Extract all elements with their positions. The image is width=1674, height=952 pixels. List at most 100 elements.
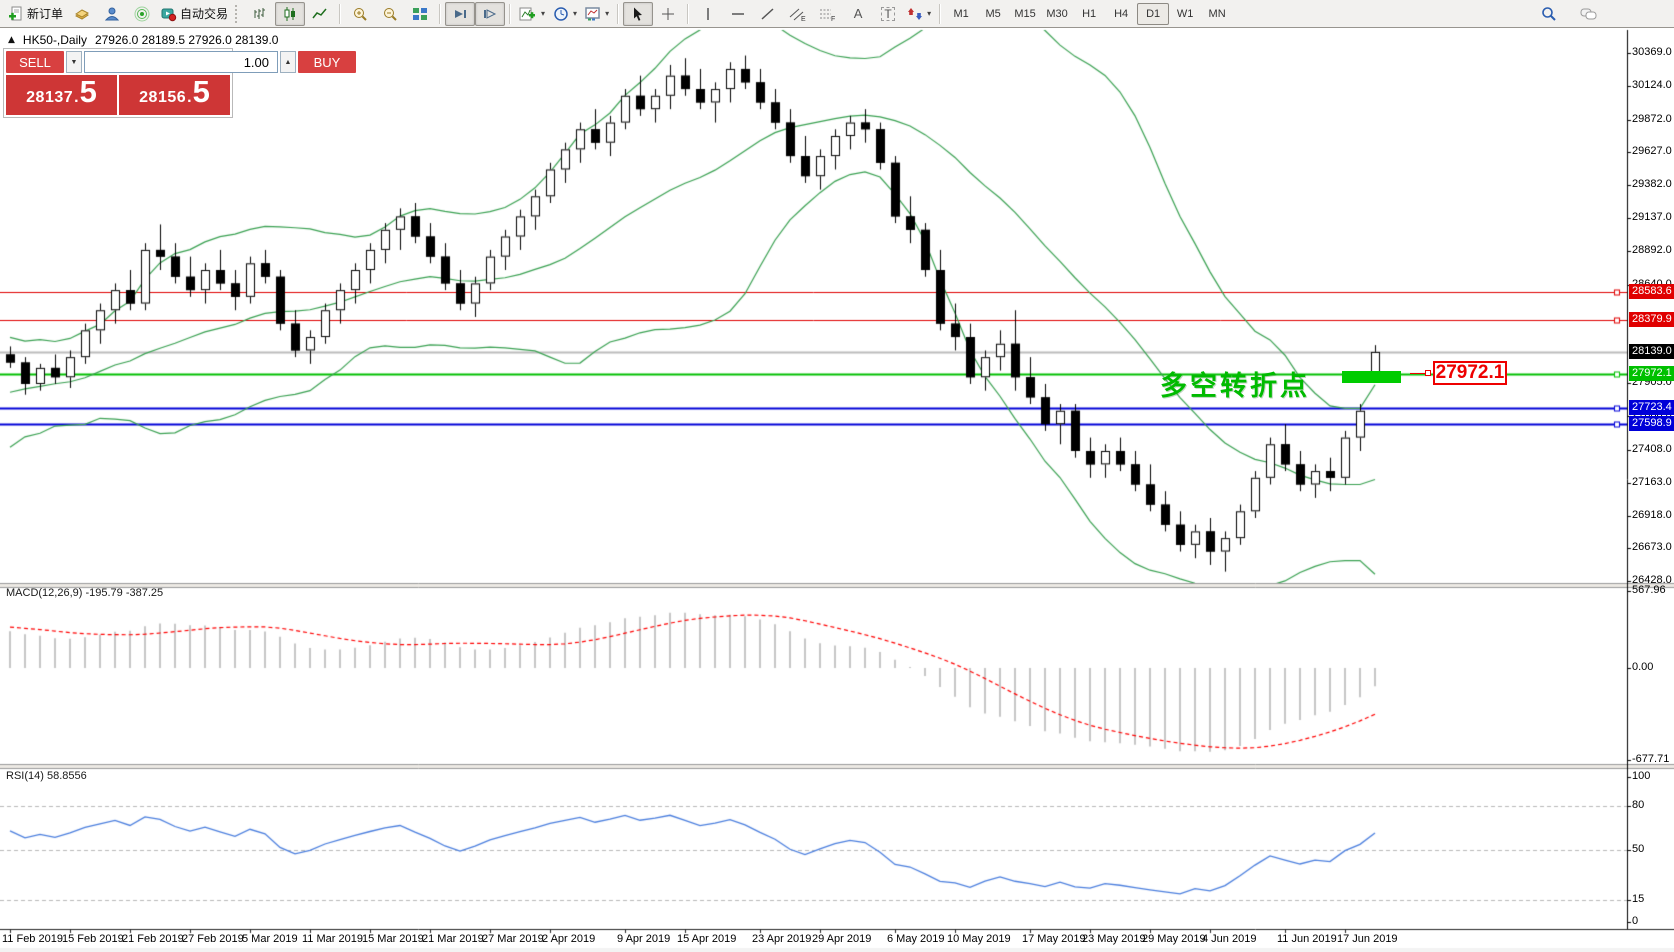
- timeframe-m5-button[interactable]: M5: [985, 7, 1001, 20]
- periods-button[interactable]: ▾: [549, 2, 581, 26]
- autotrading-label: 自动交易: [180, 7, 229, 21]
- volume-decrease-button[interactable]: ▼: [66, 51, 82, 73]
- price-callout-box[interactable]: 27972.1: [1433, 361, 1507, 385]
- chat-bubbles-icon: [1580, 6, 1598, 22]
- buy-price[interactable]: 28156. 5: [119, 75, 230, 115]
- gold-profile-icon: [74, 6, 90, 22]
- search-icon: [1541, 6, 1557, 22]
- cursor-arrow-icon: [630, 6, 646, 22]
- crosshair-icon: [660, 6, 676, 22]
- dropdown-caret-icon: ▾: [605, 9, 610, 18]
- buy-price-frac: 5: [192, 74, 210, 109]
- trendline-icon: [760, 6, 776, 22]
- candlestick-chart-icon: [282, 6, 298, 22]
- chat-button[interactable]: [1574, 2, 1604, 26]
- market-watch-button[interactable]: [97, 2, 127, 26]
- profile-person-icon: [104, 6, 120, 22]
- new-order-button[interactable]: 新订单: [4, 2, 67, 26]
- cursor-button[interactable]: [623, 1, 654, 26]
- sell-price-int: 28137: [26, 89, 74, 106]
- line-chart-icon: [312, 6, 328, 22]
- sonar-icon: [134, 6, 150, 22]
- one-click-trading-panel: SELL ▼ ▲ BUY 28137.5 28156.5: [3, 48, 356, 118]
- toolbar-grip: [235, 4, 242, 23]
- horizontal-line-icon: [730, 6, 746, 22]
- timeframe-toolbar: M1 M5 M15 M30 H1 H4 D1 W1 MN: [945, 2, 1233, 25]
- toolbar: 新订单 自动交易 ▾ ▾: [0, 0, 1674, 28]
- tile-windows-icon: [412, 6, 428, 22]
- quote-panel-toggle[interactable]: ▲: [8, 35, 15, 45]
- toolbar-separator: [687, 3, 690, 24]
- new-order-icon: [8, 6, 24, 22]
- indicators-icon: [519, 6, 537, 22]
- auto-scroll-button[interactable]: [445, 1, 476, 26]
- text-tool-button[interactable]: A: [843, 2, 873, 26]
- channel-icon: E: [789, 6, 807, 22]
- zoom-out-button[interactable]: [375, 2, 405, 26]
- zoom-out-icon: [382, 6, 398, 22]
- sell-price-dot: .: [74, 89, 79, 106]
- volume-increase-button[interactable]: ▲: [280, 51, 296, 73]
- timeframe-mn-button[interactable]: MN: [1208, 7, 1226, 20]
- toolbar-separator: [939, 3, 942, 24]
- sell-price[interactable]: 28137. 5: [6, 75, 117, 115]
- text-icon: A: [853, 6, 863, 21]
- data-feed-button[interactable]: [127, 2, 157, 26]
- volume-input[interactable]: [84, 51, 278, 73]
- auto-scroll-icon: [452, 6, 468, 22]
- trendline-tool-button[interactable]: [753, 2, 783, 26]
- dropdown-caret-icon: ▾: [927, 9, 932, 18]
- timeframe-h4-button[interactable]: H4: [1114, 7, 1129, 20]
- clock-icon: [553, 6, 569, 22]
- chart-shift-icon: [482, 6, 498, 22]
- text-label-tool-button[interactable]: T: [873, 2, 903, 26]
- fibonacci-icon: F: [819, 6, 837, 22]
- equidistant-channel-tool-button[interactable]: E: [783, 2, 813, 26]
- timeframe-h1-button[interactable]: H1: [1082, 7, 1097, 20]
- line-chart-type-button[interactable]: [305, 2, 335, 26]
- bar-chart-icon: [252, 6, 268, 22]
- toolbar-separator: [617, 3, 620, 24]
- fibonacci-tool-button[interactable]: F: [813, 2, 843, 26]
- buy-button[interactable]: BUY: [298, 51, 356, 73]
- search-button[interactable]: [1534, 2, 1564, 26]
- tile-windows-button[interactable]: [405, 2, 435, 26]
- buy-price-int: 28156: [139, 89, 187, 106]
- toolbar-right-icons: [1534, 2, 1604, 26]
- zoom-in-icon: [352, 6, 368, 22]
- arrows-shapes-icon: [907, 6, 923, 22]
- zoom-in-button[interactable]: [345, 2, 375, 26]
- toolbar-separator: [509, 3, 512, 24]
- buy-price-dot: .: [187, 89, 192, 106]
- candlestick-chart-type-button[interactable]: [275, 1, 306, 26]
- timeframe-m15-button[interactable]: M15: [1014, 7, 1036, 20]
- chart-profile-button[interactable]: [67, 2, 97, 26]
- chart-shift-button[interactable]: [475, 1, 506, 26]
- timeframe-w1-button[interactable]: W1: [1176, 7, 1194, 20]
- dropdown-caret-icon: ▾: [573, 9, 578, 18]
- new-order-label: 新订单: [27, 7, 64, 21]
- autotrading-icon: [161, 6, 177, 22]
- vertical-line-tool-button[interactable]: [693, 2, 723, 26]
- toolbar-separator: [439, 3, 442, 24]
- autotrading-button[interactable]: 自动交易: [157, 2, 232, 26]
- vertical-line-icon: [700, 6, 716, 22]
- svg-text:E: E: [801, 16, 806, 22]
- dropdown-caret-icon: ▾: [541, 9, 546, 18]
- arrows-tool-button[interactable]: ▾: [903, 2, 935, 26]
- sell-button[interactable]: SELL: [6, 51, 64, 73]
- text-label-icon: T: [881, 6, 895, 21]
- templates-icon: [585, 6, 601, 22]
- timeframe-m1-button[interactable]: M1: [953, 7, 969, 20]
- indicators-button[interactable]: ▾: [515, 2, 549, 26]
- toolbar-separator: [339, 3, 342, 24]
- templates-button[interactable]: ▾: [581, 2, 613, 26]
- timeframe-m30-button[interactable]: M30: [1046, 7, 1068, 20]
- timeframe-d1-button[interactable]: D1: [1137, 2, 1170, 25]
- crosshair-button[interactable]: [653, 2, 683, 26]
- svg-text:F: F: [831, 16, 835, 22]
- bar-chart-type-button[interactable]: [245, 2, 275, 26]
- horizontal-line-tool-button[interactable]: [723, 2, 753, 26]
- sell-price-frac: 5: [79, 74, 97, 109]
